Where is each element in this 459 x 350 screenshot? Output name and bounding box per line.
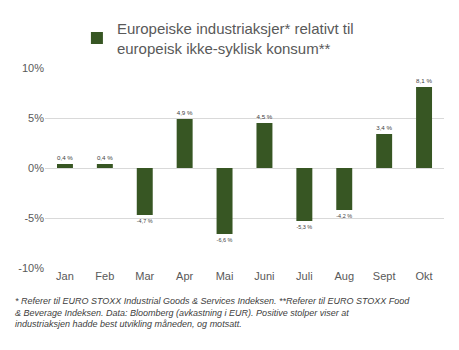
svg-text:5%: 5%	[28, 112, 44, 124]
svg-text:0,4 %: 0,4 %	[57, 154, 73, 161]
svg-text:Aug: Aug	[334, 270, 354, 282]
svg-text:-4,2 %: -4,2 %	[336, 213, 352, 219]
svg-text:10%: 10%	[22, 62, 44, 74]
svg-text:0%: 0%	[28, 162, 44, 174]
svg-text:Juni: Juni	[254, 270, 274, 282]
svg-text:-4,7 %: -4,7 %	[137, 218, 153, 224]
svg-text:* Referer til EURO STOXX Indus: * Referer til EURO STOXX Industrial Good…	[15, 296, 410, 329]
svg-text:-5%: -5%	[24, 212, 44, 224]
svg-text:8,1 %: 8,1 %	[416, 77, 432, 84]
svg-text:Mar: Mar	[135, 270, 154, 282]
svg-text:-5,3 %: -5,3 %	[296, 224, 312, 230]
svg-text:Mai: Mai	[216, 270, 234, 282]
svg-text:Feb: Feb	[95, 270, 114, 282]
svg-text:Jan: Jan	[56, 270, 74, 282]
svg-text:4,9 %: 4,9 %	[177, 109, 193, 116]
svg-text:Juli: Juli	[296, 270, 313, 282]
svg-text:Europeiske industriaksjer* rel: Europeiske industriaksjer* relativt tile…	[117, 20, 354, 57]
svg-text:4,5 %: 4,5 %	[256, 113, 272, 120]
svg-text:-10%: -10%	[18, 262, 44, 274]
svg-text:Okt: Okt	[415, 270, 432, 282]
svg-text:Apr: Apr	[176, 270, 193, 282]
svg-text:3,4 %: 3,4 %	[376, 124, 392, 131]
svg-text:0,4 %: 0,4 %	[97, 154, 113, 161]
svg-text:-6,6 %: -6,6 %	[217, 237, 233, 243]
svg-text:Sept: Sept	[373, 270, 396, 282]
